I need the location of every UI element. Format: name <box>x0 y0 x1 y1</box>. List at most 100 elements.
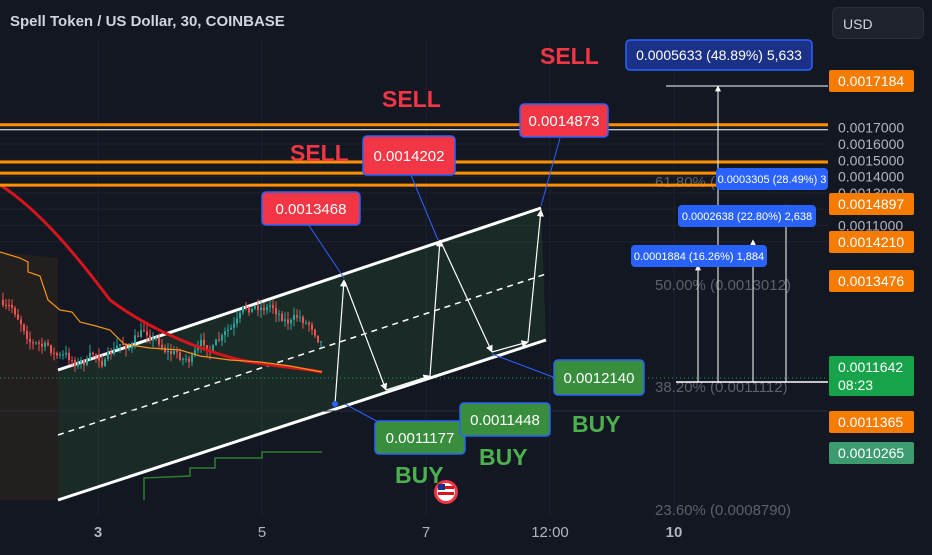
price-tick-1: 0.0016000 <box>838 136 904 152</box>
candle-body <box>170 350 172 354</box>
candle-body <box>53 352 55 354</box>
candle-body <box>254 305 256 309</box>
band-fill-left <box>0 252 58 500</box>
candle-body <box>86 358 88 365</box>
time-tick-1: 5 <box>258 524 266 541</box>
price-label-text: 0.0010265 <box>838 445 904 461</box>
price-tick-6: 0.0011000 <box>838 218 903 234</box>
callout-green-3-bg <box>553 359 645 396</box>
candle-body <box>119 344 121 346</box>
projected-path <box>303 137 561 425</box>
time-tick-4: 10 <box>666 524 683 541</box>
candle-body <box>56 352 58 356</box>
candle-body <box>185 358 187 360</box>
price-label-4: 0.0013476 <box>829 270 914 292</box>
candle-body <box>269 305 271 307</box>
support-step-line <box>143 451 322 500</box>
candle-body <box>224 331 226 336</box>
candle-body <box>281 313 283 322</box>
measure-label-2-text: 0.0003305 (28.49%) 3 <box>718 174 827 186</box>
price-label-text: 0.0011642 <box>838 359 903 375</box>
candle-body <box>242 306 244 313</box>
candle-body <box>221 335 223 341</box>
price-label-3: 0.0014210 <box>829 231 914 253</box>
candle-body <box>92 352 94 355</box>
measure-label-1-bg <box>625 39 813 71</box>
candle-body <box>50 345 52 353</box>
candle-body <box>101 360 103 367</box>
callout-connector-1 <box>407 167 439 241</box>
currency-button[interactable]: USD <box>832 7 924 39</box>
candle-body <box>212 345 214 353</box>
candle-body <box>128 348 130 350</box>
measure-label-2-bg <box>716 168 828 190</box>
price-label-5: 0.0011642 08:23 <box>829 356 914 396</box>
path-segment-6 <box>527 209 544 343</box>
price-label-bg <box>829 270 914 292</box>
price-tick-0: 0.0017000 <box>838 120 904 136</box>
callout-red-3-text: 0.0014873 <box>529 113 600 130</box>
candle-body <box>278 313 280 315</box>
symbol-title: Spell Token / US Dollar, 30, COINBASE <box>10 13 285 30</box>
candle-body <box>122 344 124 346</box>
price-label-text: 0.0013476 <box>838 273 904 289</box>
sell-signal-3: SELL <box>290 140 349 166</box>
candle-body <box>137 335 139 338</box>
flag-stripe-1 <box>438 486 454 489</box>
candle-body <box>74 360 76 367</box>
candle-body <box>98 355 100 361</box>
callout-green-1-text: 0.0011177 <box>386 430 455 447</box>
time-tick-3: 12:00 <box>531 524 569 541</box>
candle-body <box>191 354 193 362</box>
candle-body <box>266 306 268 311</box>
price-label-1: 0.0017184 <box>829 70 914 92</box>
callout-green-3: 0.0012140 <box>553 359 645 396</box>
candle-body <box>140 330 142 338</box>
candle-body <box>167 350 169 353</box>
price-callouts: 0.0013468 0.0014202 0.0014873 0.0011177 0.00… <box>261 39 828 455</box>
moving-averages <box>0 183 323 500</box>
candle-body <box>302 317 304 324</box>
candle-body <box>200 339 202 347</box>
flag-canton <box>438 484 445 490</box>
measure-label-4-text: 0.0001884 (16.26%) 1,884 <box>634 251 764 263</box>
price-label-text: 0.0014210 <box>838 234 904 250</box>
measure-label-1-text: 0.0005633 (48.89%) 5,633 <box>636 47 802 63</box>
price-label-text: 0.0017184 <box>838 73 904 89</box>
callout-green-2-bg <box>459 402 551 437</box>
price-label-text: 0.0014897 <box>838 196 904 212</box>
candle-body <box>260 307 262 311</box>
price-label-countdown: 08:23 <box>838 377 873 393</box>
us-flag-icon <box>434 480 458 504</box>
candle-body <box>299 317 301 319</box>
price-tick-3: 0.0014000 <box>838 169 904 185</box>
callout-red-2: 0.0014202 <box>362 135 456 176</box>
callout-red-1: 0.0013468 <box>261 191 361 226</box>
price-channel <box>0 206 547 502</box>
callout-connector-0 <box>303 217 345 279</box>
trade-signals: SELL SELL SELL BUY BUY BUY <box>290 43 621 488</box>
price-label-6: 0.0011365 <box>829 411 914 433</box>
candle-body <box>5 305 7 306</box>
candle-body <box>17 314 19 320</box>
fib-label-1: 50.00% (0.0013012) <box>655 277 791 294</box>
price-label-bg <box>829 356 914 396</box>
candle-body <box>77 362 79 367</box>
callout-red-3-bg <box>519 103 609 138</box>
candle-body <box>284 319 286 322</box>
candle-body <box>158 337 160 345</box>
channel-lower-line <box>57 338 547 502</box>
candle-body <box>104 359 106 367</box>
path-segment-2 <box>385 374 431 391</box>
candle-body <box>239 312 241 319</box>
candle-body <box>152 338 154 341</box>
measurement-arrows <box>666 85 828 383</box>
candle-body <box>173 351 175 354</box>
candle-body <box>308 322 310 325</box>
candle-body <box>29 338 31 343</box>
candle-body <box>44 342 46 347</box>
price-label-bg <box>829 193 914 215</box>
callout-red-1-text: 0.0013468 <box>276 201 347 218</box>
candle-body <box>113 348 115 354</box>
